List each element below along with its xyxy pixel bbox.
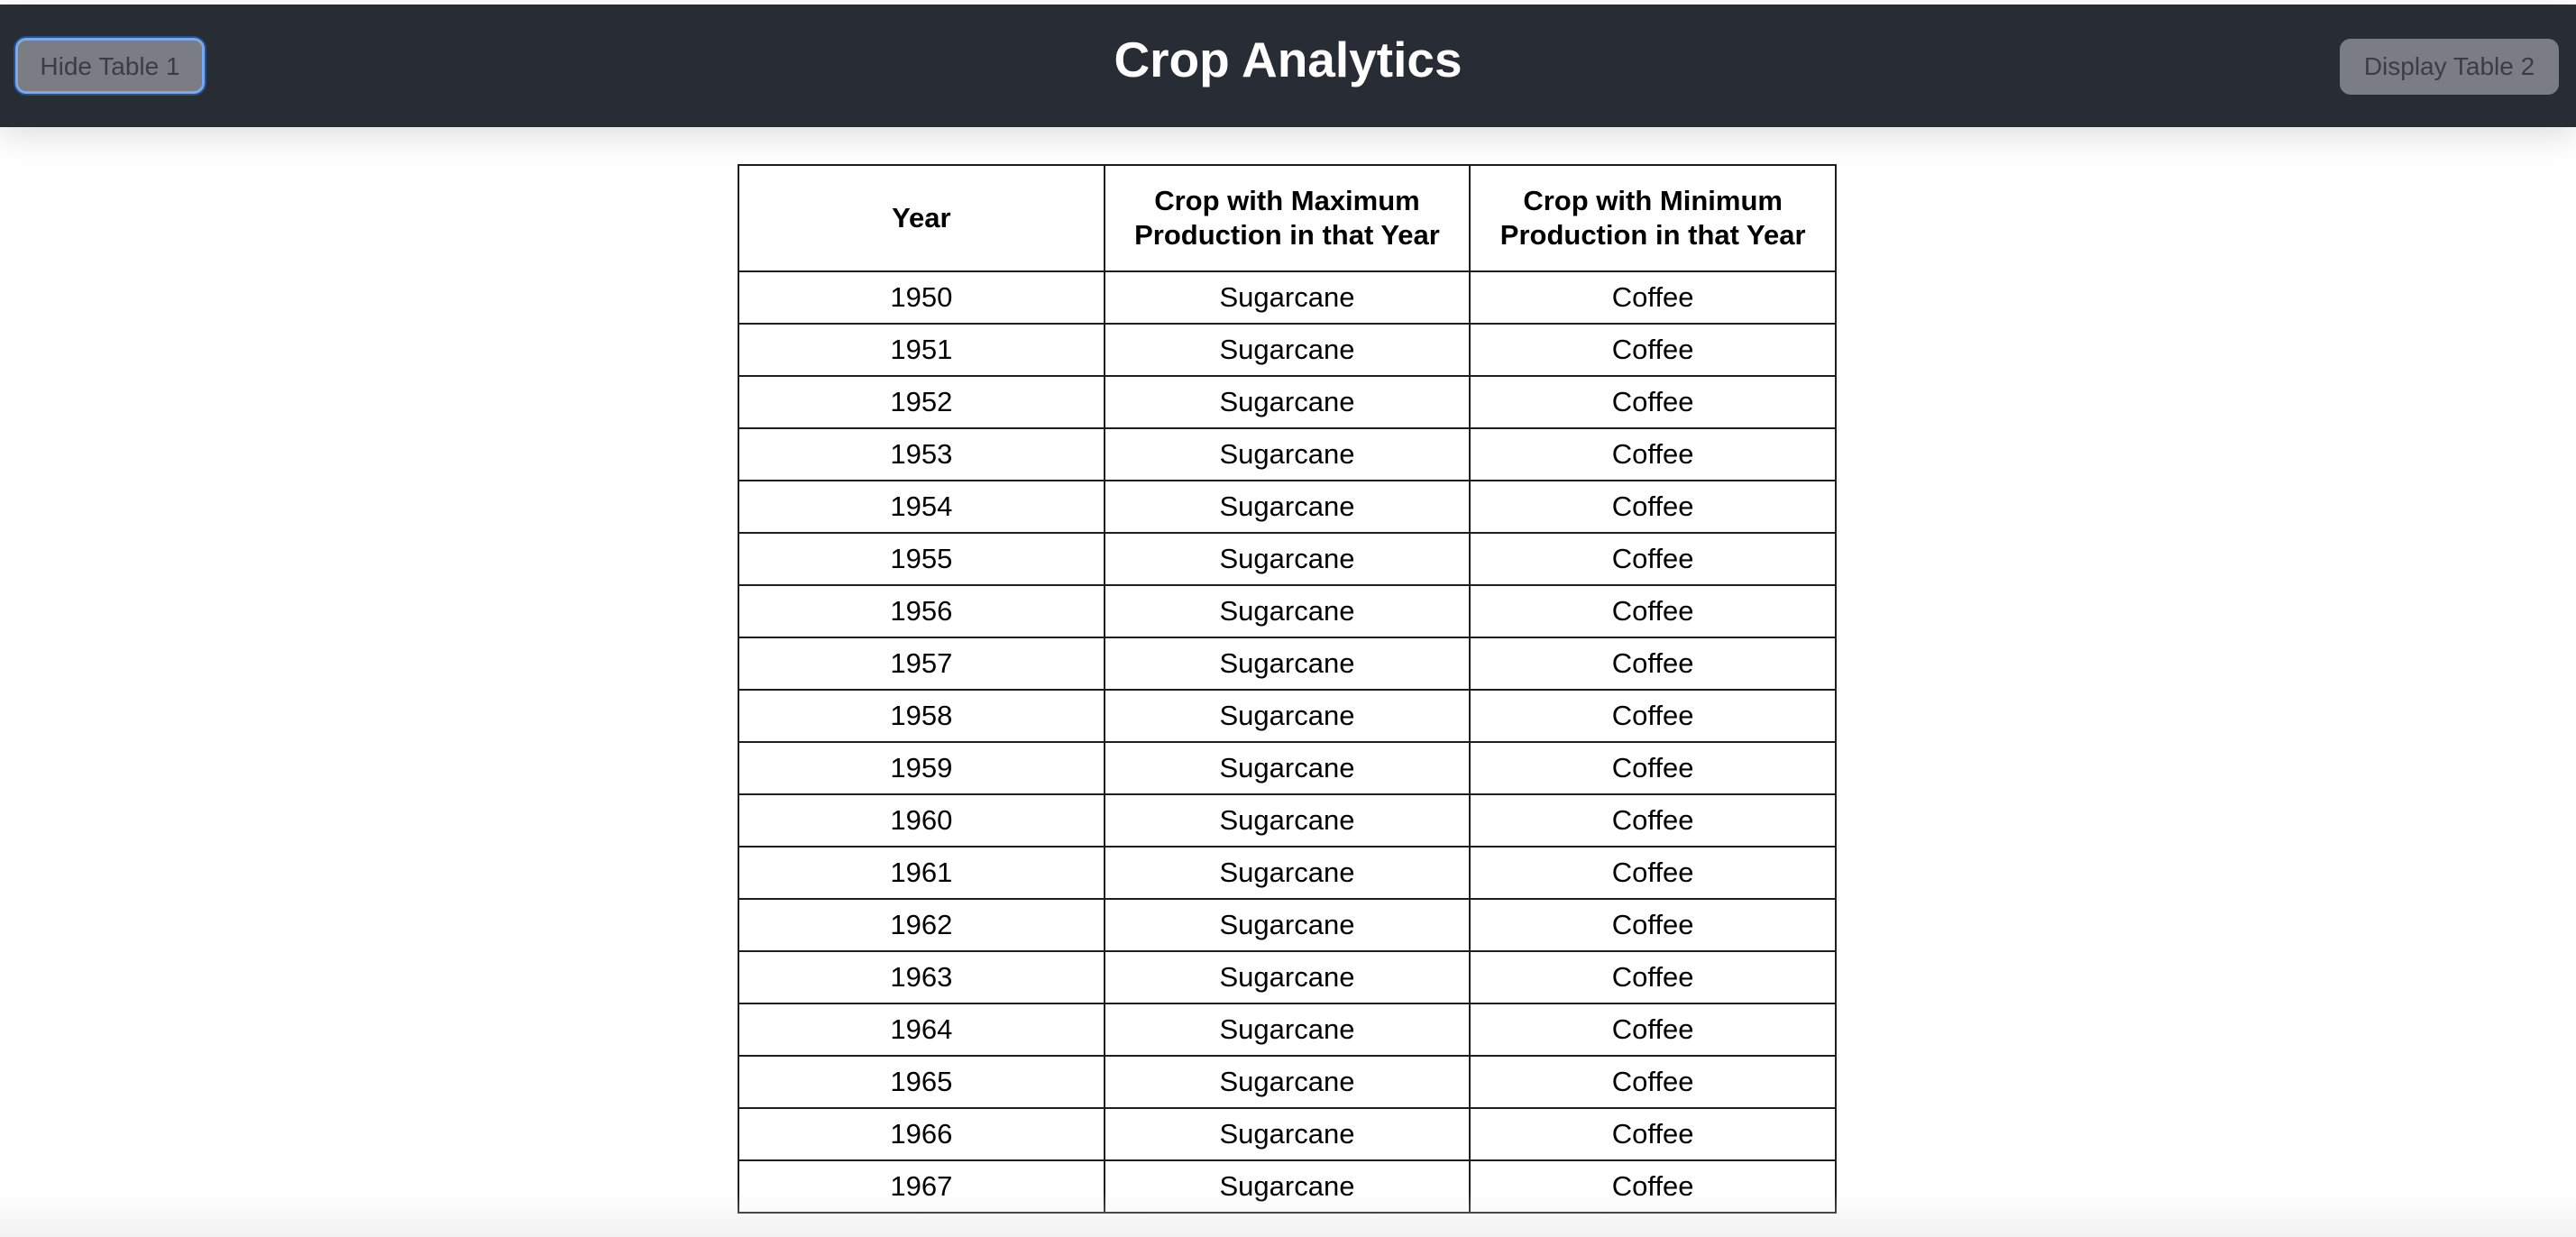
cell-max-crop: Sugarcane [1103,741,1471,795]
cell-year: 1955 [738,532,1105,586]
cell-year: 1957 [738,637,1105,691]
cell-min-crop: Coffee [1469,793,1837,848]
table-row: 1956 Sugarcane Coffee [738,584,1837,638]
table-row: 1966 Sugarcane Coffee [738,1107,1837,1161]
table-row: 1955 Sugarcane Coffee [738,532,1837,586]
table-row: 1958 Sugarcane Coffee [738,689,1837,743]
cell-min-crop: Coffee [1469,741,1837,795]
cell-year: 1952 [738,375,1105,429]
table-row: 1964 Sugarcane Coffee [738,1003,1837,1057]
table-row: 1961 Sugarcane Coffee [738,846,1837,900]
cell-max-crop: Sugarcane [1103,846,1471,900]
cell-year: 1965 [738,1055,1105,1109]
column-header-min-crop: Crop with Minimum Production in that Yea… [1469,164,1837,272]
table-row: 1951 Sugarcane Coffee [738,323,1837,377]
cell-min-crop: Coffee [1469,323,1837,377]
table-header-row: Year Crop with Maximum Production in tha… [738,164,1837,272]
table-row: 1963 Sugarcane Coffee [738,950,1837,1004]
cell-max-crop: Sugarcane [1103,375,1471,429]
cell-year: 1966 [738,1107,1105,1161]
display-table-2-button[interactable]: Display Table 2 [2340,39,2559,95]
cell-min-crop: Coffee [1469,1055,1837,1109]
cell-max-crop: Sugarcane [1103,1159,1471,1214]
cell-max-crop: Sugarcane [1103,950,1471,1004]
cell-year: 1958 [738,689,1105,743]
cell-min-crop: Coffee [1469,584,1837,638]
cell-min-crop: Coffee [1469,1003,1837,1057]
cell-min-crop: Coffee [1469,427,1837,481]
cell-max-crop: Sugarcane [1103,793,1471,848]
cell-year: 1953 [738,427,1105,481]
cell-year: 1951 [738,323,1105,377]
cell-max-crop: Sugarcane [1103,323,1471,377]
cell-min-crop: Coffee [1469,375,1837,429]
crop-table-container: Year Crop with Maximum Production in tha… [738,164,1837,1214]
cell-max-crop: Sugarcane [1103,1055,1471,1109]
cell-min-crop: Coffee [1469,1159,1837,1214]
cell-min-crop: Coffee [1469,270,1837,325]
table-row: 1962 Sugarcane Coffee [738,898,1837,952]
cell-min-crop: Coffee [1469,950,1837,1004]
cell-year: 1954 [738,480,1105,534]
app-header: Hide Table 1 Crop Analytics Display Tabl… [0,5,2576,127]
table-row: 1950 Sugarcane Coffee [738,270,1837,325]
cell-year: 1960 [738,793,1105,848]
page-title: Crop Analytics [1114,32,1462,87]
cell-max-crop: Sugarcane [1103,1107,1471,1161]
table-row: 1952 Sugarcane Coffee [738,375,1837,429]
cell-year: 1964 [738,1003,1105,1057]
cell-max-crop: Sugarcane [1103,584,1471,638]
cell-min-crop: Coffee [1469,480,1837,534]
cell-min-crop: Coffee [1469,637,1837,691]
table-row: 1954 Sugarcane Coffee [738,480,1837,534]
cell-min-crop: Coffee [1469,846,1837,900]
cell-year: 1956 [738,584,1105,638]
cell-max-crop: Sugarcane [1103,532,1471,586]
cell-max-crop: Sugarcane [1103,427,1471,481]
table-body: 1950 Sugarcane Coffee 1951 Sugarcane Coffee 19… [738,270,1837,1214]
cell-max-crop: Sugarcane [1103,270,1471,325]
cell-year: 1962 [738,898,1105,952]
cell-min-crop: Coffee [1469,689,1837,743]
cell-year: 1959 [738,741,1105,795]
crop-table: Year Crop with Maximum Production in tha… [738,164,1837,1214]
cell-max-crop: Sugarcane [1103,898,1471,952]
table-row: 1965 Sugarcane Coffee [738,1055,1837,1109]
cell-min-crop: Coffee [1469,1107,1837,1161]
cell-min-crop: Coffee [1469,532,1837,586]
cell-year: 1961 [738,846,1105,900]
cell-min-crop: Coffee [1469,898,1837,952]
table-row: 1960 Sugarcane Coffee [738,793,1837,848]
hide-table-1-button[interactable]: Hide Table 1 [15,38,205,94]
column-header-max-crop: Crop with Maximum Production in that Yea… [1103,164,1471,272]
cell-max-crop: Sugarcane [1103,1003,1471,1057]
cell-max-crop: Sugarcane [1103,637,1471,691]
cell-year: 1950 [738,270,1105,325]
cell-year: 1963 [738,950,1105,1004]
table-row: 1959 Sugarcane Coffee [738,741,1837,795]
table-row: 1957 Sugarcane Coffee [738,637,1837,691]
table-row: 1953 Sugarcane Coffee [738,427,1837,481]
cell-year: 1967 [738,1159,1105,1214]
cell-max-crop: Sugarcane [1103,689,1471,743]
table-row: 1967 Sugarcane Coffee [738,1159,1837,1214]
column-header-year: Year [738,164,1105,272]
cell-max-crop: Sugarcane [1103,480,1471,534]
